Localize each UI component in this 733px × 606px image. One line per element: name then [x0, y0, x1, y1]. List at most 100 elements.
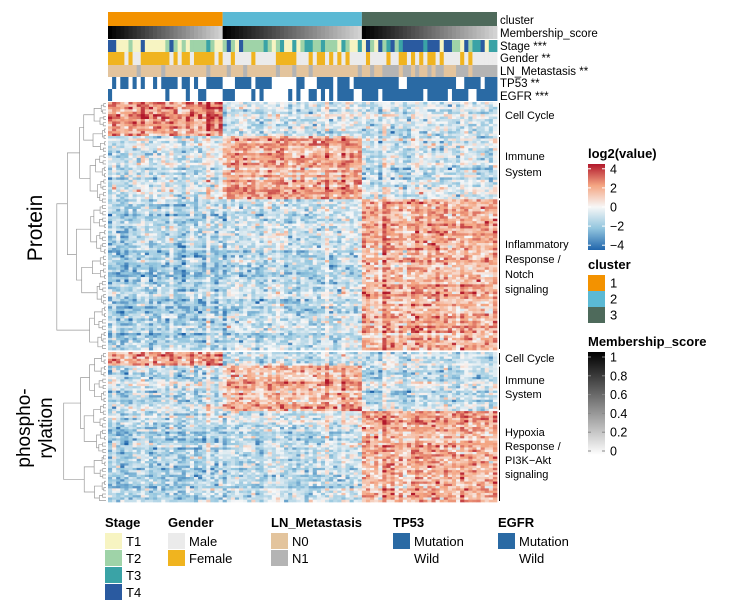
- heat-cell: [149, 151, 153, 154]
- heat-cell: [423, 160, 427, 163]
- heat-cell: [493, 129, 497, 132]
- heat-cell: [313, 119, 317, 122]
- heat-cell: [378, 151, 382, 154]
- heat-cell: [358, 124, 362, 127]
- heat-cell: [325, 151, 329, 154]
- membership-cell: [358, 26, 362, 39]
- stage-cell: [358, 40, 362, 52]
- gender-cell: [128, 52, 132, 65]
- heat-cell: [255, 117, 259, 120]
- heat-cell: [452, 121, 456, 124]
- heat-cell: [178, 165, 182, 168]
- ln-cell: [223, 65, 227, 77]
- heat-cell: [481, 104, 485, 107]
- heat-cell: [284, 163, 288, 166]
- heat-cell: [157, 165, 161, 168]
- heat-cell: [284, 134, 288, 137]
- heat-cell: [477, 168, 481, 171]
- heat-cell: [108, 129, 112, 132]
- heat-cell: [325, 112, 329, 115]
- heat-cell: [120, 109, 124, 112]
- heat-cell: [165, 126, 169, 129]
- heat-cell: [436, 165, 440, 168]
- heat-cell: [472, 138, 476, 141]
- heat-cell: [206, 165, 210, 168]
- heat-cell: [276, 148, 280, 151]
- heat-cell: [133, 131, 137, 134]
- heat-cell: [178, 136, 182, 139]
- heat-cell: [493, 112, 497, 115]
- heat-cell: [206, 131, 210, 134]
- heat-cell: [481, 141, 485, 144]
- heat-cell: [374, 119, 378, 122]
- heat-cell: [354, 102, 358, 105]
- heat-cell: [112, 158, 116, 161]
- heat-cell: [255, 146, 259, 149]
- heat-cell: [391, 119, 395, 122]
- heat-cell: [374, 126, 378, 129]
- heat-cell: [431, 134, 435, 137]
- stage-cell: [489, 40, 493, 52]
- heat-cell: [128, 117, 132, 120]
- gender-cell: [358, 52, 362, 65]
- heat-cell: [137, 141, 141, 144]
- heat-cell: [223, 119, 227, 122]
- stage-cell: [337, 40, 341, 52]
- heat-cell: [120, 160, 124, 163]
- heat-cell: [219, 102, 223, 105]
- heat-cell: [382, 151, 386, 154]
- heat-cell: [378, 153, 382, 156]
- heat-cell: [464, 114, 468, 117]
- egfr-cell: [255, 89, 259, 101]
- heat-cell: [382, 143, 386, 146]
- heat-cell: [485, 131, 489, 134]
- heat-cell: [243, 148, 247, 151]
- tp53-cell: [358, 77, 362, 89]
- heat-cell: [300, 163, 304, 166]
- heat-cell: [460, 102, 464, 105]
- heat-cell: [128, 114, 132, 117]
- heat-cell: [174, 119, 178, 122]
- heat-cell: [436, 112, 440, 115]
- heat-cell: [337, 153, 341, 156]
- tp53-cell: [386, 77, 390, 89]
- heat-cell: [427, 119, 431, 122]
- gender-cell: [305, 52, 309, 65]
- heat-cell: [427, 114, 431, 117]
- heat-cell: [391, 117, 395, 120]
- membership-cell: [296, 26, 300, 39]
- heat-cell: [284, 114, 288, 117]
- heat-cell: [452, 117, 456, 120]
- heat-cell: [198, 107, 202, 110]
- heat-cell: [341, 138, 345, 141]
- heat-cell: [325, 129, 329, 132]
- heat-cell: [133, 134, 137, 137]
- heat-cell: [255, 165, 259, 168]
- heat-cell: [456, 131, 460, 134]
- heat-cell: [329, 117, 333, 120]
- heat-cell: [456, 119, 460, 122]
- track-label-egfr: EGFR ***: [500, 91, 549, 103]
- heat-cell: [485, 121, 489, 124]
- heat-cell: [149, 141, 153, 144]
- heat-cell: [493, 107, 497, 110]
- heat-cell: [141, 129, 145, 132]
- heat-cell: [317, 112, 321, 115]
- egfr-cell: [395, 89, 399, 101]
- membership-cell: [153, 26, 157, 39]
- heat-cell: [198, 155, 202, 158]
- heat-cell: [448, 158, 452, 161]
- heat-cell: [260, 107, 264, 110]
- heat-cell: [431, 155, 435, 158]
- dendrogram-branch: [101, 181, 104, 187]
- heat-cell: [403, 151, 407, 154]
- heat-cell: [485, 168, 489, 171]
- heat-cell: [345, 107, 349, 110]
- heat-cell: [407, 107, 411, 110]
- heat-cell: [472, 124, 476, 127]
- egfr-cell: [354, 89, 358, 101]
- gender-cell: [341, 52, 345, 65]
- heat-cell: [472, 126, 476, 129]
- heat-cell: [399, 112, 403, 115]
- heat-cell: [145, 146, 149, 149]
